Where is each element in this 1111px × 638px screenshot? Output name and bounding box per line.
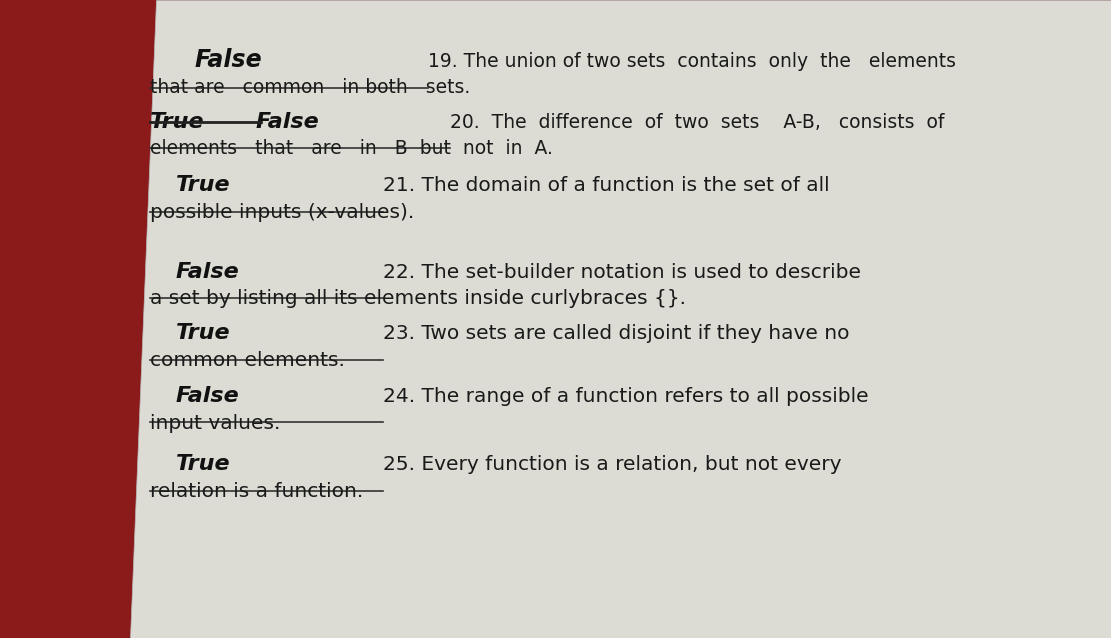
Text: True: True bbox=[176, 323, 230, 343]
Text: 21. The domain of a function is the set of all: 21. The domain of a function is the set … bbox=[383, 176, 830, 195]
Text: False: False bbox=[176, 386, 239, 406]
Text: False: False bbox=[176, 262, 239, 281]
Text: elements   that   are   in   B  but  not  in  A.: elements that are in B but not in A. bbox=[150, 139, 553, 158]
Text: a set by listing all its elements inside curlybraces {}.: a set by listing all its elements inside… bbox=[150, 289, 685, 308]
Text: input values.: input values. bbox=[150, 413, 280, 433]
Text: True: True bbox=[150, 112, 204, 131]
Text: that are   common   in both   sets.: that are common in both sets. bbox=[150, 77, 470, 96]
Text: False: False bbox=[256, 112, 319, 131]
Text: 25. Every function is a relation, but not every: 25. Every function is a relation, but no… bbox=[383, 455, 842, 474]
Text: 23. Two sets are called disjoint if they have no: 23. Two sets are called disjoint if they… bbox=[383, 324, 850, 343]
Text: common elements.: common elements. bbox=[150, 351, 344, 370]
Text: True: True bbox=[176, 454, 230, 474]
Text: 22. The set-builder notation is used to describe: 22. The set-builder notation is used to … bbox=[383, 262, 861, 281]
Text: relation is a function.: relation is a function. bbox=[150, 482, 363, 501]
Polygon shape bbox=[130, 0, 1111, 638]
Text: possible inputs (x-values).: possible inputs (x-values). bbox=[150, 203, 414, 222]
Text: 24. The range of a function refers to all possible: 24. The range of a function refers to al… bbox=[383, 387, 869, 406]
Text: False: False bbox=[194, 48, 262, 72]
Text: 19. The union of two sets  contains  only  the   elements: 19. The union of two sets contains only … bbox=[428, 52, 955, 71]
Text: True: True bbox=[176, 175, 230, 195]
Text: 20.  The  difference  of  two  sets    A-B,   consists  of: 20. The difference of two sets A-B, cons… bbox=[450, 112, 944, 131]
